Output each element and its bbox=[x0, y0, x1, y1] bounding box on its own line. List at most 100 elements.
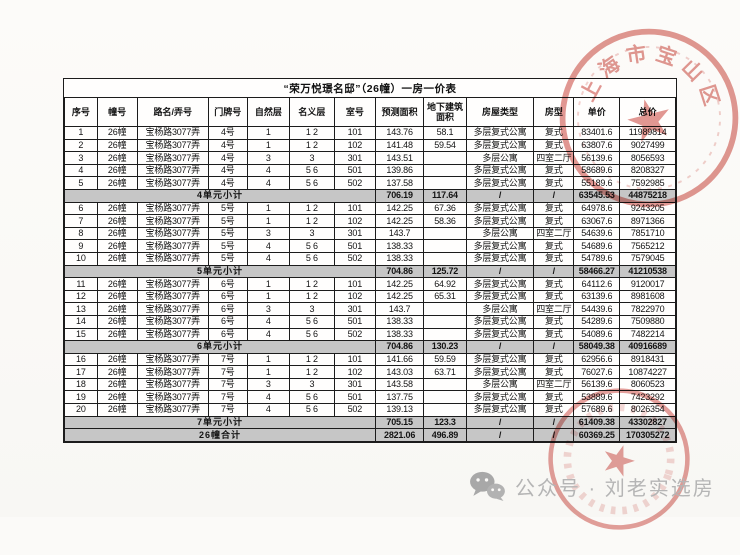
table-cell: 4单元小计 bbox=[64, 188, 376, 203]
table-cell: 宝杨路3077弄 bbox=[136, 289, 209, 304]
table-cell: 宝杨路3077弄 bbox=[136, 138, 209, 153]
table-cell: 复式 bbox=[533, 289, 575, 304]
table-cell: 58049.38 bbox=[573, 340, 621, 354]
table-cell: 3 bbox=[289, 151, 335, 165]
table-cell: 7851710 bbox=[619, 226, 676, 241]
table-cell: 11 bbox=[64, 277, 98, 291]
table-cell: 6单元小计 bbox=[64, 340, 376, 354]
table-cell: / bbox=[533, 428, 575, 442]
subtotal-row: 7单元小计 705.15 123.3//61409.38 43302827 bbox=[64, 415, 676, 430]
table-cell: 102 bbox=[333, 289, 376, 304]
table-cell: 706.19 bbox=[374, 188, 425, 203]
table-cell: / bbox=[465, 428, 535, 442]
table-cell: 宝杨路3077弄 bbox=[136, 214, 209, 228]
table-cell: 170305272 bbox=[619, 428, 676, 442]
table-header: 序号 幢号 路名/弄号 门牌号 自然层 名义层 室号 预测面积 地下建筑面积 房屋类型 房型 单价 总价 bbox=[64, 97, 676, 127]
table-cell bbox=[423, 151, 467, 165]
table-cell bbox=[423, 239, 467, 253]
table-cell: 四室二厅 bbox=[533, 377, 575, 392]
table-cell: / bbox=[533, 188, 575, 203]
subtotal-row: 4单元小计 706.19 117.64//63545.53 44875218 bbox=[64, 188, 676, 203]
table-cell: 多层公寓 bbox=[465, 151, 535, 165]
table-cell: 1 2 bbox=[289, 289, 335, 304]
table-row: 20 26幢 宝杨路3077弄 7号 4 5 6 502 139.13 多层复式公寓 复式 5768… bbox=[64, 403, 676, 417]
table-cell: 26幢 bbox=[96, 138, 138, 153]
table-cell: 9120017 bbox=[619, 277, 676, 291]
table-cell: 多层复式公寓 bbox=[465, 390, 535, 405]
table-cell: 67.36 bbox=[423, 201, 467, 216]
table-cell: 142.25 bbox=[374, 201, 425, 216]
table-cell: 76027.6 bbox=[573, 365, 621, 379]
table-cell: 复式 bbox=[533, 138, 575, 153]
table-cell: 4号 bbox=[207, 138, 248, 153]
table-cell: 复式 bbox=[533, 163, 575, 178]
table-cell: 54439.6 bbox=[573, 302, 621, 316]
table-cell: 138.33 bbox=[374, 251, 425, 266]
table-cell: 6 bbox=[64, 201, 98, 216]
table-cell: 8056593 bbox=[619, 151, 676, 165]
table-cell: 64978.6 bbox=[573, 201, 621, 216]
table-cell: 复式 bbox=[533, 314, 575, 329]
table-cell: 复式 bbox=[533, 403, 575, 417]
table-cell: 62956.6 bbox=[573, 352, 621, 367]
table-cell: 宝杨路3077弄 bbox=[136, 239, 209, 253]
column-header: 自然层 bbox=[246, 97, 291, 127]
table-cell: 1 2 bbox=[289, 352, 335, 367]
table-cell: 8060523 bbox=[619, 377, 676, 392]
table-cell: 4 bbox=[246, 314, 291, 329]
table-cell: 6号 bbox=[207, 289, 248, 304]
table-cell: 139.86 bbox=[374, 163, 425, 178]
table-cell: 1 bbox=[246, 352, 291, 367]
page: { "title": "“荣万悦璟名邸”（26幢）一房一价表", "table"… bbox=[0, 0, 740, 530]
table-cell: 9243205 bbox=[619, 201, 676, 216]
table-cell: 59.54 bbox=[423, 138, 467, 153]
table-cell: 宝杨路3077弄 bbox=[136, 126, 209, 140]
table-cell: 83401.6 bbox=[573, 126, 621, 140]
table-cell: 多层复式公寓 bbox=[465, 289, 535, 304]
column-header: 房型 bbox=[533, 97, 575, 127]
table-cell: 多层公寓 bbox=[465, 302, 535, 316]
table-cell: 5 bbox=[64, 176, 98, 190]
table-cell: 61409.38 bbox=[573, 415, 621, 430]
table-cell: 10874227 bbox=[619, 365, 676, 379]
table-row: 13 26幢 宝杨路3077弄 6号 3 3 301 143.7 多层公寓 四室二厅 54439.6… bbox=[64, 302, 676, 316]
table-cell: / bbox=[465, 188, 535, 203]
table-cell: 125.72 bbox=[423, 264, 467, 279]
table-cell: 58466.27 bbox=[573, 264, 621, 279]
column-header: 室号 bbox=[333, 97, 376, 127]
table-cell: 5号 bbox=[207, 214, 248, 228]
table-cell: 40916689 bbox=[619, 340, 676, 354]
table-cell: 14 bbox=[64, 314, 98, 329]
table-cell: 17 bbox=[64, 365, 98, 379]
table-row: 4 26幢 宝杨路3077弄 4号 4 5 6 501 139.86 多层复式公寓 复式 58689… bbox=[64, 163, 676, 178]
table-cell: / bbox=[465, 264, 535, 279]
table-cell: 7号 bbox=[207, 352, 248, 367]
table-cell: 142.25 bbox=[374, 214, 425, 228]
table-row: 3 26幢 宝杨路3077弄 4号 3 3 301 143.51 多层公寓 四室二厅 56139.6… bbox=[64, 151, 676, 165]
table-cell: 4号 bbox=[207, 176, 248, 190]
table-cell: 26幢合计 bbox=[64, 428, 376, 442]
table-cell: 7592985 bbox=[619, 176, 676, 190]
table-cell: 63.71 bbox=[423, 365, 467, 379]
table-cell: 26幢 bbox=[96, 327, 138, 342]
table-cell: 26幢 bbox=[96, 201, 138, 216]
table-cell: 8971366 bbox=[619, 214, 676, 228]
table-cell: 704.86 bbox=[374, 340, 425, 354]
column-header: 序号 bbox=[64, 97, 98, 127]
table-cell: 5 6 bbox=[289, 239, 335, 253]
table-cell: 复式 bbox=[533, 251, 575, 266]
table-cell: 138.33 bbox=[374, 314, 425, 329]
table-cell: 102 bbox=[333, 365, 376, 379]
document-photo: “荣万悦璟名邸”（26幢）一房一价表 序号 幢号 路名/弄号 门牌号 自然层 名义层 室号预… bbox=[0, 0, 740, 530]
table-cell: 5 6 bbox=[289, 327, 335, 342]
table-body: 1 26幢 宝杨路3077弄 4号 1 1 2 101 143.76 58.1 多层复式公寓 复式 8… bbox=[64, 126, 676, 442]
table-cell: 3 bbox=[246, 377, 291, 392]
table-cell: 56139.6 bbox=[573, 151, 621, 165]
table-cell bbox=[423, 302, 467, 316]
table-cell: 64112.6 bbox=[573, 277, 621, 291]
table-cell: 13 bbox=[64, 302, 98, 316]
table-row: 19 26幢 宝杨路3077弄 7号 4 5 6 501 137.75 多层复式公寓 复式 5388… bbox=[64, 390, 676, 405]
table-cell: 1 bbox=[246, 289, 291, 304]
table-cell: 26幢 bbox=[96, 403, 138, 417]
table-cell: 26幢 bbox=[96, 163, 138, 178]
